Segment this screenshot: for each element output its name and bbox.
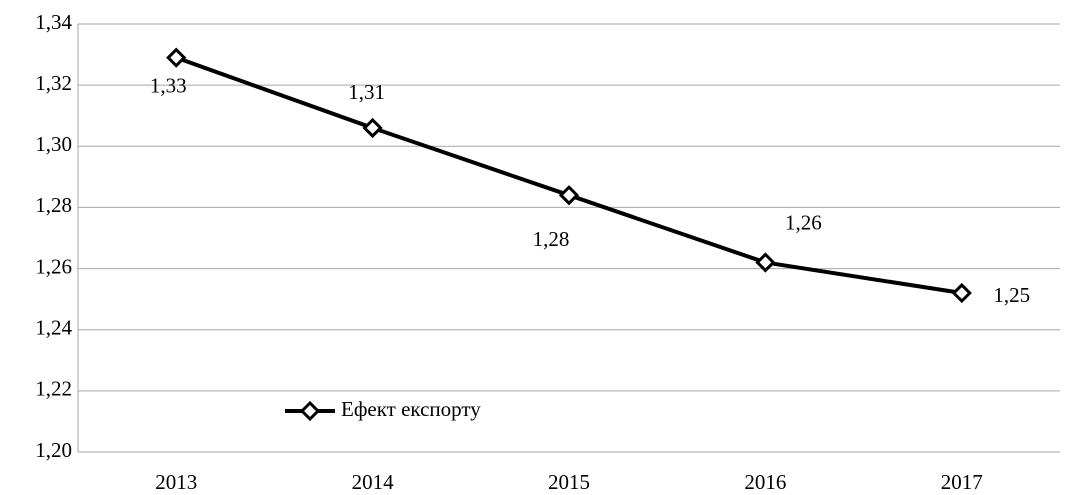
- data-label: 1,25: [993, 283, 1030, 307]
- legend-marker: [299, 400, 321, 422]
- data-label: 1,26: [785, 210, 822, 234]
- x-tick-label: 2014: [352, 470, 395, 494]
- legend-label: Ефект експорту: [341, 397, 481, 421]
- data-point: [951, 282, 972, 304]
- y-tick-label: 1,30: [35, 132, 72, 156]
- x-tick-label: 2015: [548, 470, 590, 494]
- x-tick-label: 2017: [941, 470, 983, 494]
- y-tick-label: 1,32: [35, 71, 72, 95]
- y-tick-label: 1,28: [35, 193, 72, 217]
- x-tick-label: 2016: [744, 470, 786, 494]
- y-tick-label: 1,20: [35, 438, 72, 462]
- data-point: [362, 117, 383, 139]
- data-point: [166, 47, 187, 68]
- data-point: [755, 252, 776, 273]
- y-tick-label: 1,34: [35, 10, 72, 34]
- x-tick-label: 2013: [155, 470, 197, 494]
- data-label: 1,31: [348, 80, 385, 104]
- y-tick-label: 1,26: [35, 254, 72, 278]
- data-label: 1,33: [150, 73, 187, 97]
- data-point: [558, 185, 580, 206]
- y-tick-label: 1,22: [35, 377, 72, 401]
- series-line: [175, 55, 963, 296]
- data-label: 1,28: [533, 227, 570, 251]
- y-tick-label: 1,24: [35, 316, 72, 340]
